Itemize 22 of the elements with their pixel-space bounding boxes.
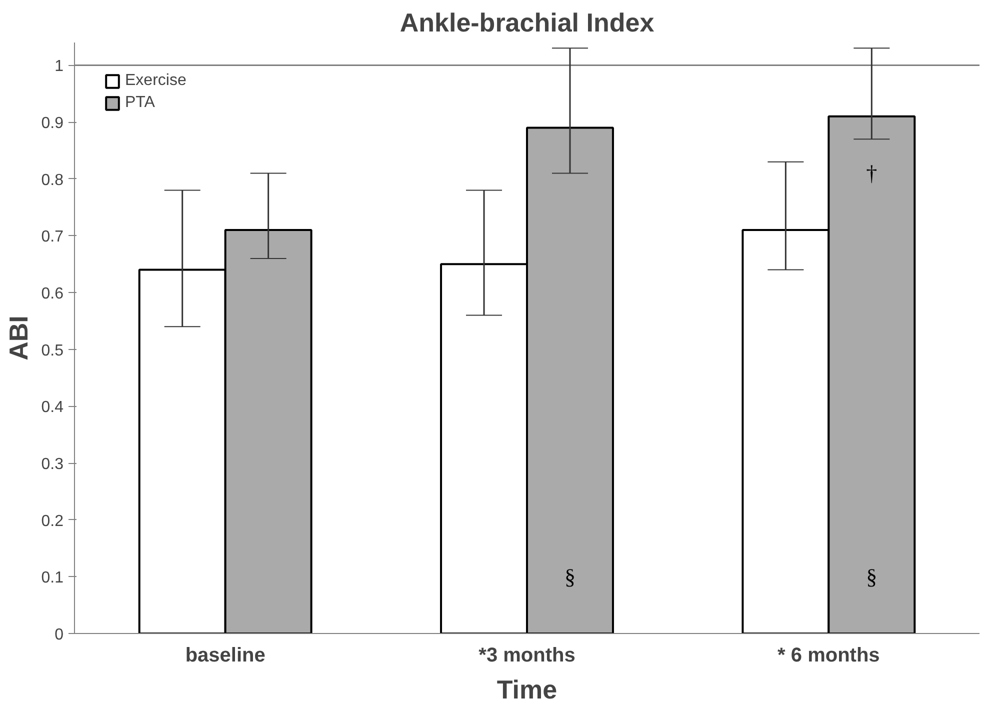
y-tick-label: 1 xyxy=(54,58,64,76)
annotation: † xyxy=(866,160,878,186)
x-tick-label: *3 months xyxy=(478,644,576,666)
y-tick-label: 0.5 xyxy=(41,342,64,360)
legend-label: Exercise xyxy=(125,72,186,90)
annotation: § xyxy=(866,564,878,590)
y-tick-label: 0.3 xyxy=(41,456,64,474)
y-tick-label: 0.7 xyxy=(41,228,64,246)
y-tick-label: 0.1 xyxy=(41,570,64,587)
y-tick-label: 0 xyxy=(54,626,64,644)
annotation: § xyxy=(564,564,576,590)
chart-title: Ankle-brachial Index xyxy=(400,8,655,38)
y-tick-label: 0.2 xyxy=(41,512,64,530)
y-tick-label: 0.4 xyxy=(41,399,64,416)
x-tick-label: baseline xyxy=(185,644,266,666)
x-tick-label: * 6 months xyxy=(778,644,880,666)
y-tick-label: 0.9 xyxy=(41,115,64,132)
y-tick-label: 0.8 xyxy=(41,172,64,189)
y-axis-title: ABI xyxy=(3,316,34,360)
x-axis-title: Time xyxy=(496,674,558,704)
legend-label: PTA xyxy=(125,94,155,112)
y-tick-label: 0.6 xyxy=(41,286,64,303)
